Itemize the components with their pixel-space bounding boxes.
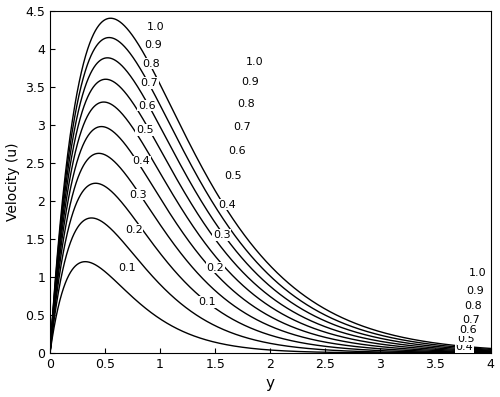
Text: 0.7: 0.7 (233, 122, 250, 132)
Text: 0.5: 0.5 (224, 172, 242, 181)
Text: 0.9: 0.9 (242, 77, 260, 87)
Text: 0.6: 0.6 (228, 146, 246, 156)
Text: 0.7: 0.7 (462, 314, 479, 324)
Text: 0.6: 0.6 (138, 101, 156, 111)
Text: 0.1: 0.1 (118, 263, 136, 273)
Text: 0.9: 0.9 (144, 40, 162, 50)
Text: 1.0: 1.0 (147, 22, 164, 32)
Text: 0.3: 0.3 (130, 190, 147, 200)
Text: 0.9: 0.9 (466, 285, 484, 296)
Text: 0.8: 0.8 (142, 59, 160, 69)
Text: 0.5: 0.5 (458, 334, 475, 344)
X-axis label: y: y (266, 376, 274, 391)
Text: 0.3: 0.3 (213, 230, 230, 240)
Y-axis label: Velocity (u): Velocity (u) (6, 143, 20, 221)
Text: 0.8: 0.8 (237, 99, 255, 109)
Text: 0.2: 0.2 (206, 263, 224, 273)
Text: 0.4: 0.4 (456, 342, 473, 352)
Text: 0.1: 0.1 (198, 297, 216, 307)
Text: 0.5: 0.5 (136, 125, 154, 135)
Text: 1.0: 1.0 (468, 268, 486, 278)
Text: 0.4: 0.4 (132, 156, 150, 166)
Text: 1.0: 1.0 (246, 56, 264, 67)
Text: 0.4: 0.4 (218, 200, 236, 210)
Text: 0.8: 0.8 (464, 301, 482, 311)
Text: 0.6: 0.6 (460, 325, 477, 335)
Text: 0.7: 0.7 (140, 78, 158, 88)
Text: 0.2: 0.2 (125, 225, 142, 235)
